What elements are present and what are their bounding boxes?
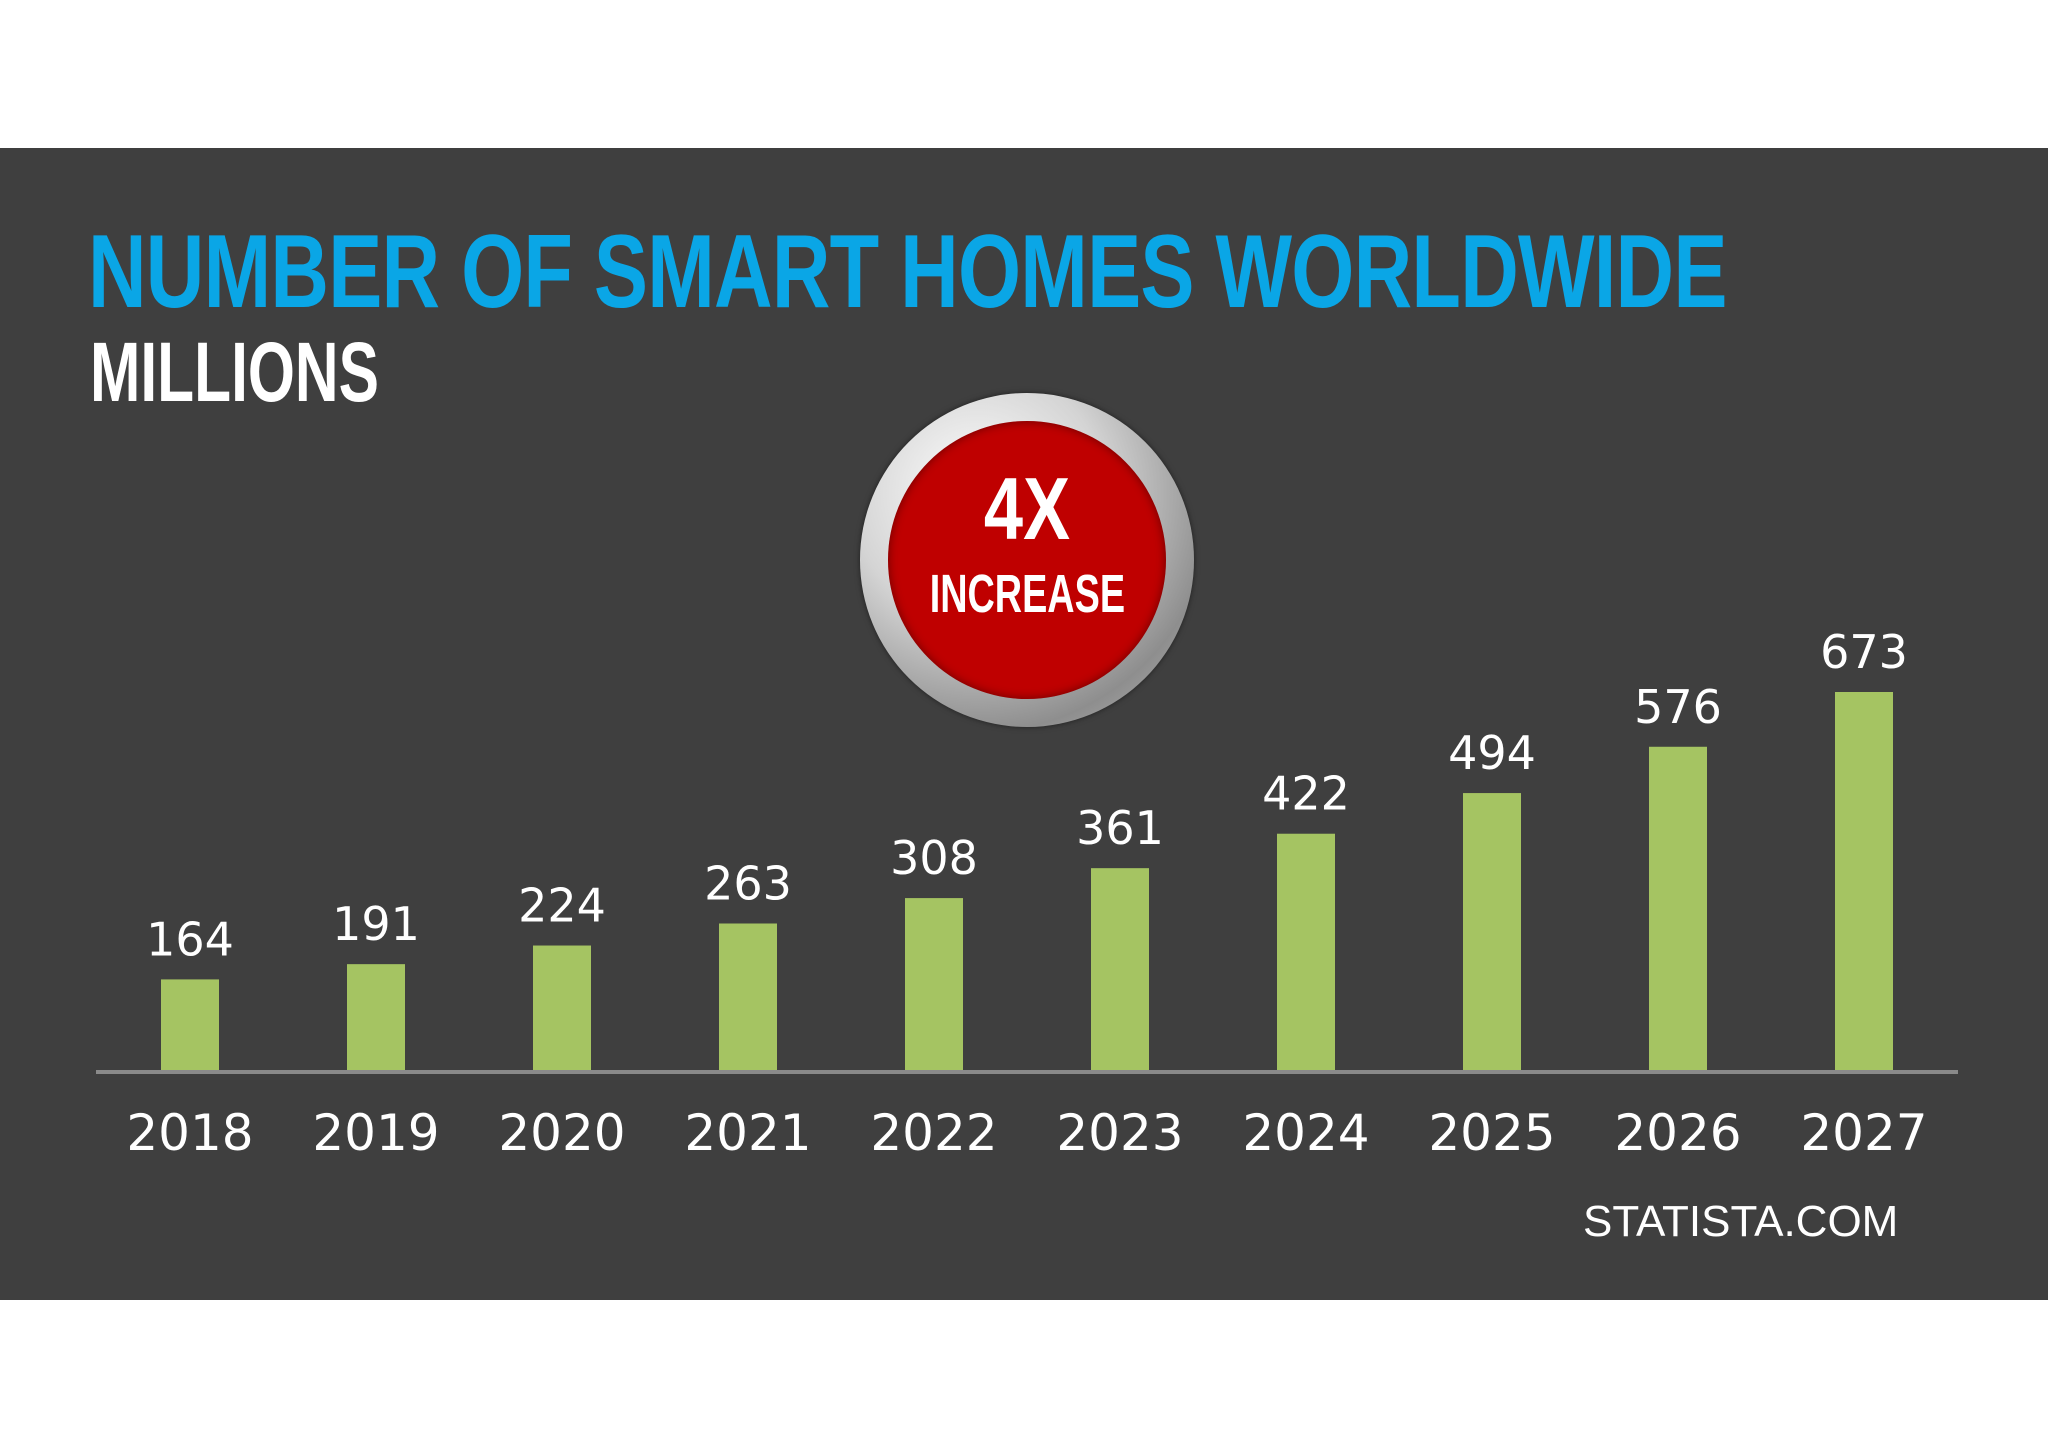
bar-2018 bbox=[161, 979, 219, 1072]
x-tick-label-2027: 2027 bbox=[1800, 1104, 1927, 1162]
bar-2021 bbox=[719, 923, 777, 1072]
source-label: STATISTA.COM bbox=[1583, 1197, 1899, 1246]
increase-badge-value: 4X bbox=[983, 459, 1071, 558]
data-label-2018: 164 bbox=[146, 912, 234, 966]
data-label-2024: 422 bbox=[1262, 767, 1350, 821]
x-tick-label-2019: 2019 bbox=[312, 1104, 439, 1162]
data-label-2027: 673 bbox=[1820, 625, 1908, 679]
x-tick-label-2025: 2025 bbox=[1428, 1104, 1555, 1162]
x-tick-label-2020: 2020 bbox=[498, 1104, 625, 1162]
bar-2022 bbox=[905, 898, 963, 1072]
data-label-2023: 361 bbox=[1076, 801, 1164, 855]
data-label-2020: 224 bbox=[518, 879, 606, 933]
x-tick-label-2022: 2022 bbox=[870, 1104, 997, 1162]
data-label-2021: 263 bbox=[704, 857, 792, 911]
x-tick-label-2023: 2023 bbox=[1056, 1104, 1183, 1162]
x-tick-label-2026: 2026 bbox=[1614, 1104, 1741, 1162]
bar-2020 bbox=[533, 945, 591, 1072]
x-tick-label-2024: 2024 bbox=[1242, 1104, 1369, 1162]
increase-badge: 4X INCREASE bbox=[860, 393, 1194, 727]
bar-2027 bbox=[1835, 692, 1893, 1072]
x-tick-label-2018: 2018 bbox=[126, 1104, 253, 1162]
data-label-2026: 576 bbox=[1634, 680, 1722, 734]
data-label-2025: 494 bbox=[1448, 726, 1536, 780]
bar-2023 bbox=[1091, 868, 1149, 1072]
x-tick-label-2021: 2021 bbox=[684, 1104, 811, 1162]
bar-2026 bbox=[1649, 746, 1707, 1072]
increase-badge-inner: 4X INCREASE bbox=[888, 421, 1166, 699]
bar-2025 bbox=[1463, 793, 1521, 1072]
chart-title: NUMBER OF SMART HOMES WORLDWIDE bbox=[88, 214, 1727, 330]
data-label-2022: 308 bbox=[890, 831, 978, 885]
bar-2019 bbox=[347, 964, 405, 1072]
increase-badge-label: INCREASE bbox=[929, 564, 1126, 624]
data-label-2019: 191 bbox=[332, 897, 420, 951]
chart-subtitle: MILLIONS bbox=[90, 325, 379, 419]
bar-2024 bbox=[1277, 833, 1335, 1072]
